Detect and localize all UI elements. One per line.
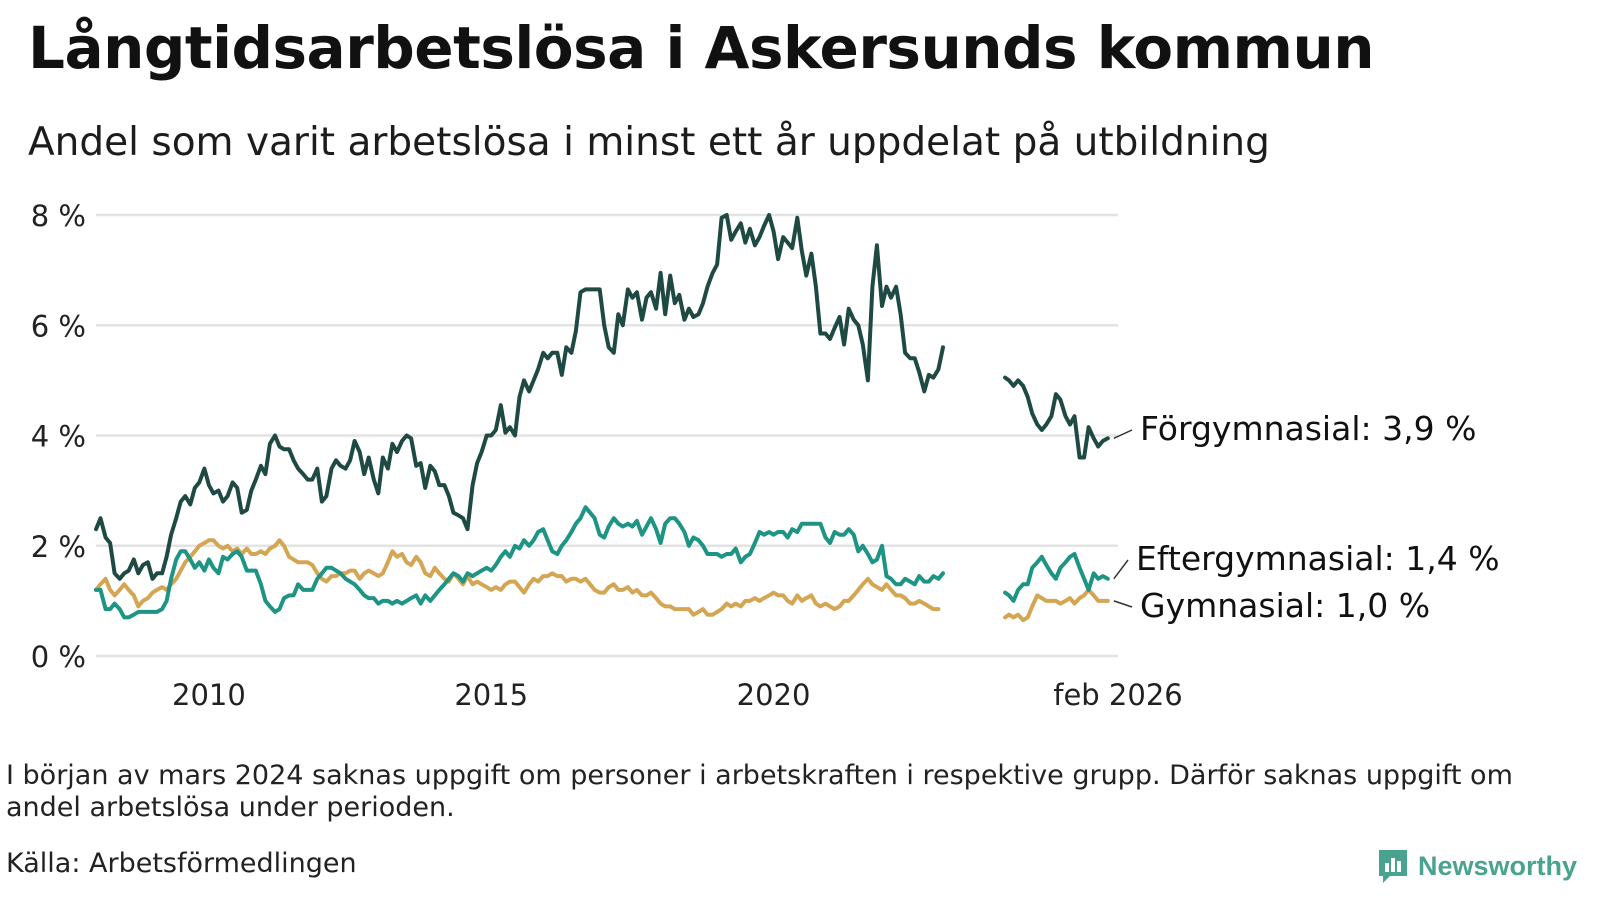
x-tick-label: 2015 bbox=[454, 678, 528, 712]
series-label-förgymnasial: Förgymnasial: 3,9 % bbox=[1140, 409, 1476, 448]
y-tick-label: 0 % bbox=[31, 640, 86, 674]
brand-logo: Newsworthy bbox=[1376, 846, 1577, 886]
series-label-eftergymnasial: Eftergymnasial: 1,4 % bbox=[1136, 539, 1500, 578]
y-tick-label: 8 % bbox=[31, 199, 86, 233]
chart-title: Långtidsarbetslösa i Askersunds kommun bbox=[28, 14, 1375, 82]
label-leader-förgymnasial bbox=[1113, 429, 1133, 439]
series-line-eftergymnasial-after-gap bbox=[1003, 552, 1110, 603]
source-line: Källa: Arbetsförmedlingen bbox=[6, 848, 357, 879]
y-tick-label: 4 % bbox=[31, 420, 86, 454]
line-chart: 0 % 2 % 4 % 6 % 8 % 2010 2015 2020 feb 2026 Förgy… bbox=[31, 199, 1500, 712]
chart-subtitle: Andel som varit arbetslösa i minst ett å… bbox=[28, 120, 1270, 165]
footnote: I början av mars 2024 saknas uppgift om … bbox=[6, 760, 1513, 823]
series-line-gymnasial-after-gap bbox=[1003, 587, 1110, 623]
x-tick-label: 2020 bbox=[737, 678, 811, 712]
series-line-förgymnasial bbox=[94, 213, 945, 581]
label-leader-eftergymnasial bbox=[1113, 559, 1129, 580]
brand-name: Newsworthy bbox=[1418, 850, 1578, 881]
x-tick-label: 2010 bbox=[172, 678, 246, 712]
y-tick-label: 2 % bbox=[31, 530, 86, 564]
series-line-eftergymnasial bbox=[94, 505, 945, 620]
label-leader-gymnasial bbox=[1113, 600, 1133, 608]
series-line-förgymnasial-after-gap bbox=[1003, 375, 1110, 460]
y-tick-label: 6 % bbox=[31, 309, 86, 343]
series-line-gymnasial bbox=[94, 538, 941, 617]
x-tick-label: feb 2026 bbox=[1053, 678, 1182, 712]
series-label-gymnasial: Gymnasial: 1,0 % bbox=[1140, 586, 1430, 625]
newsworthy-logo-icon bbox=[1379, 850, 1407, 883]
